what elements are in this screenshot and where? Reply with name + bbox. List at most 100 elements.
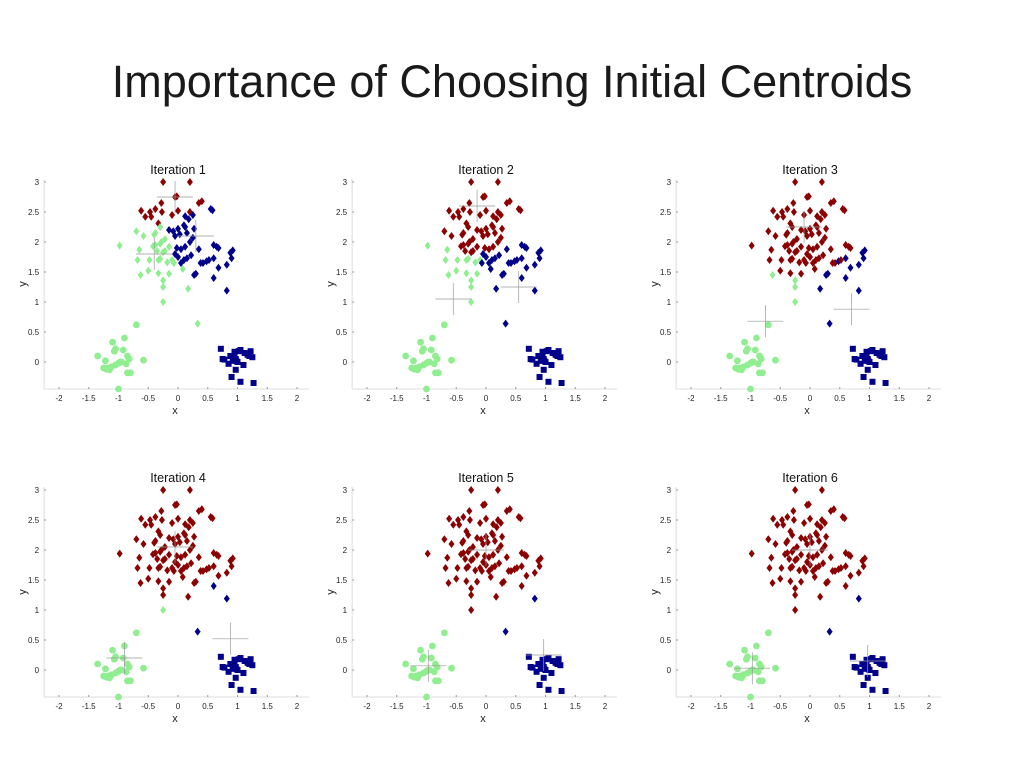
data-point-diamond: [792, 486, 799, 494]
data-point-diamond: [490, 531, 497, 539]
y-tick-label: 2: [35, 546, 40, 555]
data-point-diamond: [134, 256, 141, 264]
x-tick-label: -0.5: [773, 394, 787, 403]
data-point-circle: [402, 352, 410, 360]
data-point-diamond: [824, 269, 831, 278]
data-point-diamond: [497, 519, 504, 527]
data-point-square: [865, 665, 872, 672]
y-tick-label: 3: [35, 486, 40, 495]
data-point-diamond: [523, 263, 530, 272]
data-point-diamond: [817, 592, 824, 601]
data-point-diamond: [490, 242, 497, 251]
data-point-circle: [736, 364, 744, 372]
data-point-circle: [742, 347, 750, 355]
y-tick-label: 0: [343, 358, 348, 367]
data-point-diamond: [460, 205, 467, 213]
data-point-square: [859, 353, 866, 359]
data-point-square: [541, 357, 548, 364]
data-point-diamond: [445, 271, 452, 279]
data-point-diamond: [186, 238, 193, 246]
data-point-diamond: [518, 254, 525, 263]
data-point-diamond: [523, 552, 530, 560]
data-point-diamond: [766, 256, 773, 264]
data-point-diamond: [777, 266, 784, 275]
data-point-diamond: [210, 254, 217, 263]
data-point-diamond: [827, 507, 834, 515]
data-point-diamond: [861, 554, 868, 563]
data-point-diamond: [491, 254, 498, 263]
y-tick-label: 0.5: [28, 636, 40, 645]
data-point-diamond: [456, 520, 463, 529]
data-point-square: [227, 353, 234, 359]
iteration-3-plot: Iteration 3 -2 -1.5 -1 -0.5 0 0.5 1 1.5 2 0 0.5 1 1.5…: [642, 155, 952, 423]
data-point-diamond: [827, 553, 834, 562]
data-point-square: [545, 655, 552, 661]
data-point-diamond: [444, 553, 451, 562]
data-point-circle: [759, 677, 766, 685]
y-tick-label: 1: [35, 298, 40, 307]
data-point-circle: [751, 346, 759, 354]
data-point-square: [881, 662, 888, 669]
data-point-diamond: [152, 205, 159, 213]
scatter-plot-svg: Iteration 5 -2 -1.5 -1 -0.5 0 0.5 1 1.5 2 0 0.5 1 1.5…: [325, 471, 617, 725]
x-tick-label: -1: [115, 394, 123, 403]
data-point-square: [217, 653, 224, 660]
data-point-circle: [104, 672, 112, 680]
data-point-diamond: [160, 486, 167, 494]
data-point-diamond: [748, 241, 755, 250]
data-point-square: [249, 354, 256, 361]
data-point-diamond: [160, 584, 167, 593]
data-point-diamond: [465, 547, 472, 556]
y-tick-label: 0: [35, 666, 40, 675]
x-tick-label: 2: [603, 702, 608, 711]
data-point-diamond: [765, 227, 772, 236]
data-point-diamond: [182, 223, 189, 231]
x-tick-label: 1: [235, 394, 240, 403]
data-point-square: [529, 664, 536, 671]
data-point-diamond: [463, 269, 470, 278]
data-point-square: [857, 668, 864, 675]
data-point-diamond: [205, 256, 212, 264]
iteration-5-plot: Iteration 5 -2 -1.5 -1 -0.5 0 0.5 1 1.5 2 0 0.5 1 1.5…: [318, 463, 628, 731]
data-point-circle: [448, 664, 455, 672]
x-tick-label: -1.5: [390, 702, 404, 711]
data-point-circle: [132, 629, 140, 637]
data-point-diamond: [792, 178, 799, 186]
data-point-square: [869, 378, 876, 385]
data-point-diamond: [444, 245, 451, 254]
data-point-circle: [440, 321, 448, 329]
scatter-plot-svg: Iteration 1 -2 -1.5 -1 -0.5 0 0.5 1 1.5 2 0 0.5 1 1.5…: [17, 163, 309, 417]
data-point-square: [869, 347, 876, 353]
data-point-diamond: [160, 178, 167, 186]
data-point-diamond: [812, 256, 819, 264]
data-point-square: [225, 360, 232, 367]
data-point-diamond: [450, 212, 457, 221]
data-point-diamond: [497, 541, 504, 550]
y-tick-label: 1: [667, 298, 672, 307]
data-point-diamond: [169, 519, 176, 527]
data-point-diamond: [229, 246, 236, 255]
x-tick-label: 2: [927, 394, 932, 403]
data-point-diamond: [518, 241, 525, 249]
data-point-diamond: [798, 226, 805, 234]
x-tick-label: -1: [423, 702, 431, 711]
y-tick-label: 0.5: [660, 636, 672, 645]
data-point-square: [879, 656, 886, 663]
y-tick-label: 0: [667, 358, 672, 367]
data-point-diamond: [500, 269, 507, 278]
data-point-diamond: [769, 271, 776, 279]
data-point-diamond: [500, 577, 507, 586]
x-tick-label: -0.5: [449, 394, 463, 403]
data-point-diamond: [779, 208, 786, 216]
data-point-square: [557, 354, 564, 361]
data-point-square: [548, 362, 555, 368]
data-point-circle: [423, 385, 430, 393]
data-point-diamond: [176, 538, 183, 547]
data-point-diamond: [182, 520, 189, 529]
data-point-diamond: [793, 555, 800, 563]
data-point-diamond: [481, 244, 488, 252]
scatter-plot-svg: Iteration 4 -2 -1.5 -1 -0.5 0 0.5 1 1.5 2 0 0.5 1 1.5…: [17, 471, 309, 725]
data-point-diamond: [183, 562, 190, 571]
data-point-diamond: [496, 559, 503, 568]
data-point-circle: [110, 655, 118, 663]
